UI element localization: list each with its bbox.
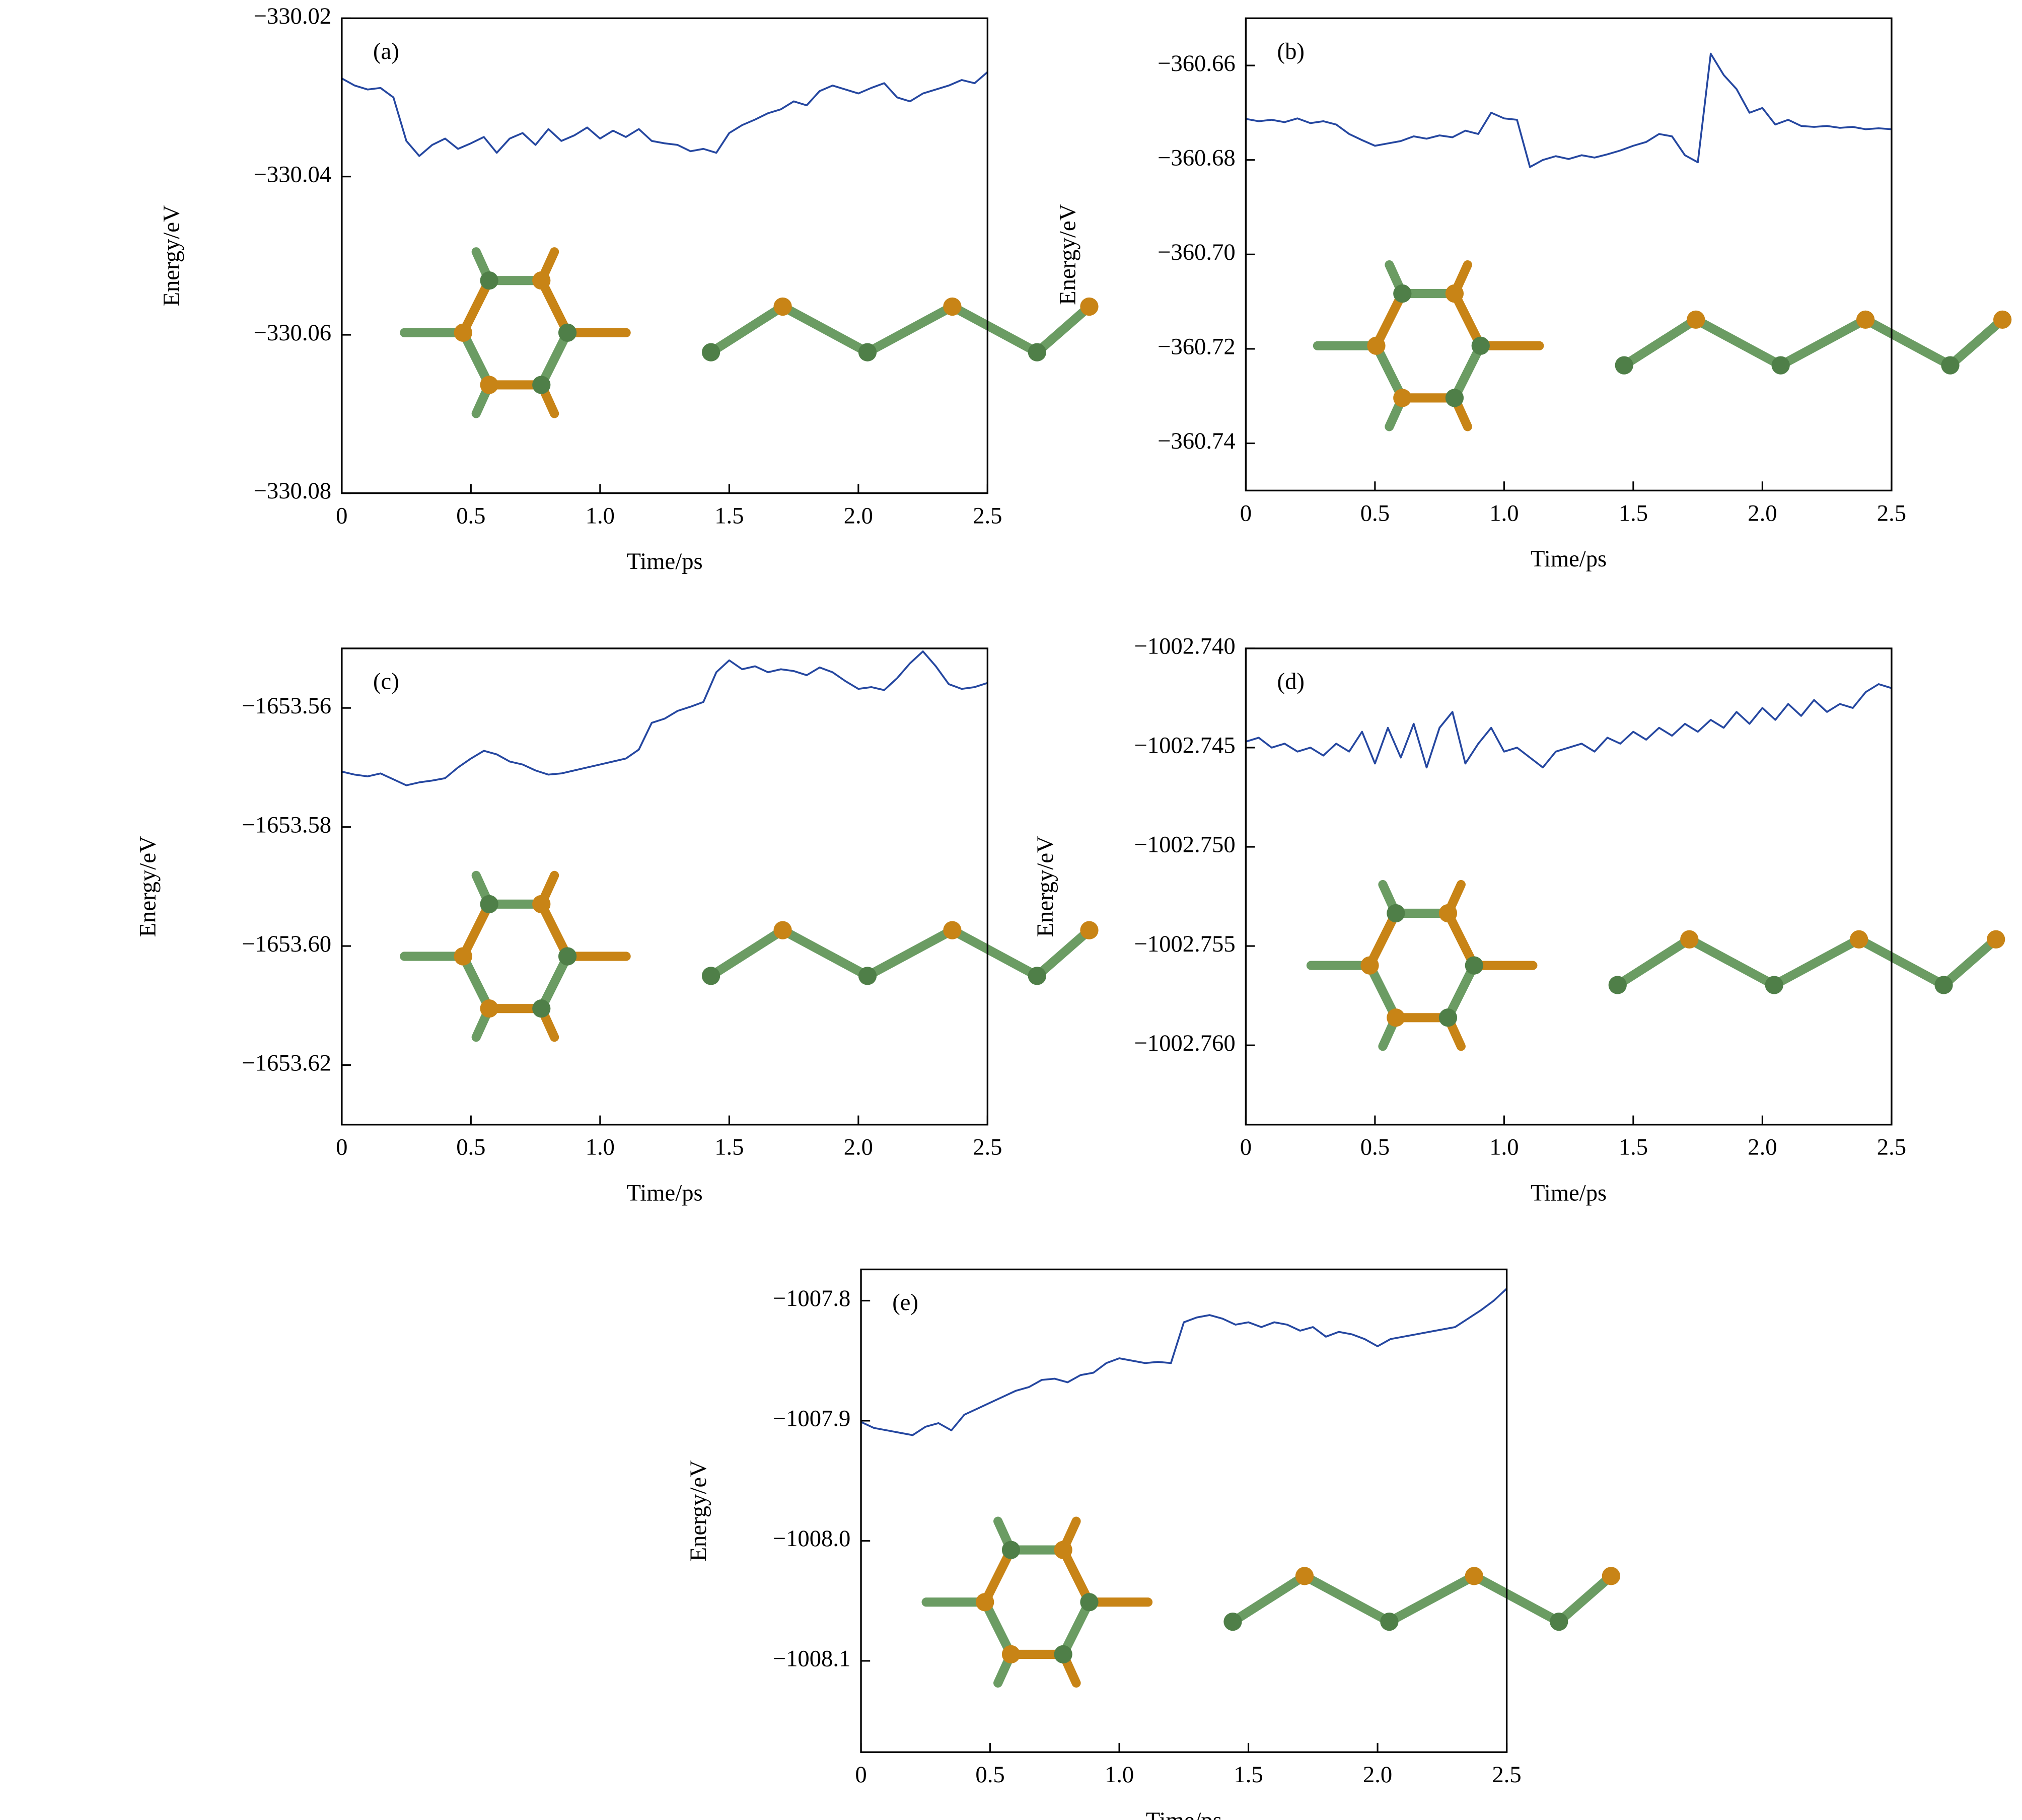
y-tick-label: −1653.60 (242, 931, 331, 957)
y-tick-label: −1002.750 (1134, 832, 1236, 858)
energy-line (1246, 52, 1892, 168)
y-tick-label: −1002.755 (1134, 931, 1236, 957)
y-tick-label: −1653.58 (242, 812, 331, 838)
x-tick-label: 1.0 (1489, 500, 1519, 526)
x-axis-label: Time/ps (1531, 546, 1607, 572)
panel-label: (e) (892, 1289, 918, 1316)
x-tick-label: 0.5 (456, 502, 485, 529)
y-tick-label: −1002.760 (1134, 1030, 1236, 1056)
y-axis-label: Energy/eV (685, 1460, 711, 1561)
y-tick-label: −1008.0 (773, 1525, 851, 1552)
x-tick-label: 1.5 (1619, 500, 1648, 526)
y-tick-label: −360.74 (1158, 428, 1236, 454)
x-tick-label: 1.0 (1105, 1762, 1134, 1788)
y-tick-label: −330.02 (254, 3, 332, 29)
molecule-inset (1318, 265, 2011, 426)
y-tick-label: −330.08 (254, 478, 332, 504)
x-tick-label: 1.0 (586, 1134, 615, 1160)
x-tick-label: 1.5 (714, 502, 744, 529)
energy-line (341, 650, 988, 786)
y-axis-label: Energy/eV (1054, 203, 1080, 305)
y-tick-label: −360.68 (1158, 144, 1236, 171)
x-tick-label: 2.0 (1748, 1134, 1777, 1160)
x-tick-label: 0.5 (1360, 500, 1390, 526)
x-tick-label: 0 (336, 502, 347, 529)
panel-label: (d) (1277, 669, 1305, 695)
y-tick-label: −330.04 (254, 161, 332, 187)
x-tick-label: 1.0 (1489, 1134, 1519, 1160)
x-tick-label: 2.5 (973, 1134, 1002, 1160)
x-axis-label: Time/ps (1146, 1807, 1222, 1820)
x-tick-label: 2.5 (1877, 500, 1906, 526)
x-tick-label: 0 (855, 1762, 866, 1788)
y-axis-label: Energy/eV (135, 836, 161, 937)
panel-label: (c) (373, 669, 399, 695)
molecule-inset (1311, 885, 2005, 1046)
molecule-inset (404, 252, 1098, 413)
x-tick-label: 2.0 (844, 502, 873, 529)
x-tick-label: 2.5 (1492, 1762, 1521, 1788)
x-tick-label: 0.5 (1360, 1134, 1390, 1160)
y-axis-label: Energy/eV (1032, 836, 1058, 937)
panel-label: (a) (373, 38, 399, 64)
y-tick-label: −1007.9 (773, 1406, 851, 1432)
x-tick-label: 1.0 (586, 502, 615, 529)
x-tick-label: 2.0 (1748, 500, 1777, 526)
y-tick-label: −330.06 (254, 320, 332, 346)
x-tick-label: 0 (336, 1134, 347, 1160)
x-tick-label: 2.5 (973, 502, 1002, 529)
plot-frame (341, 17, 989, 494)
y-tick-label: −1653.56 (242, 693, 331, 719)
energy-line (341, 71, 988, 157)
x-tick-label: 0 (1240, 500, 1252, 526)
energy-line (860, 1288, 1507, 1436)
y-tick-label: −360.70 (1158, 239, 1236, 265)
y-tick-label: −1653.62 (242, 1050, 331, 1076)
x-tick-label: 1.5 (714, 1134, 744, 1160)
energy-line (1245, 683, 1892, 769)
y-tick-label: −1002.745 (1134, 733, 1236, 759)
x-tick-label: 1.5 (1234, 1762, 1263, 1788)
molecule-inset (926, 1521, 1620, 1683)
y-tick-label: −360.72 (1158, 334, 1236, 360)
x-tick-label: 1.5 (1619, 1134, 1648, 1160)
x-tick-label: 2.0 (1363, 1762, 1392, 1788)
x-tick-label: 2.5 (1877, 1134, 1906, 1160)
x-tick-label: 0.5 (456, 1134, 485, 1160)
molecule-inset (404, 876, 1098, 1037)
y-tick-label: −1008.1 (773, 1646, 851, 1672)
x-tick-label: 2.0 (844, 1134, 873, 1160)
plot-frame (341, 647, 989, 1126)
y-tick-label: −1007.8 (773, 1285, 851, 1312)
plot-frame (1245, 647, 1893, 1126)
x-axis-label: Time/ps (627, 1180, 703, 1206)
x-tick-label: 0.5 (975, 1762, 1004, 1788)
x-axis-label: Time/ps (1531, 1180, 1607, 1206)
plot-frame (860, 1268, 1508, 1753)
y-tick-label: −360.66 (1158, 50, 1236, 77)
plot-frame (1245, 17, 1893, 492)
x-axis-label: Time/ps (627, 548, 703, 574)
panel-label: (b) (1277, 38, 1305, 64)
y-axis-label: Energy/eV (158, 205, 184, 306)
x-tick-label: 0 (1240, 1134, 1252, 1160)
y-tick-label: −1002.740 (1134, 633, 1236, 660)
